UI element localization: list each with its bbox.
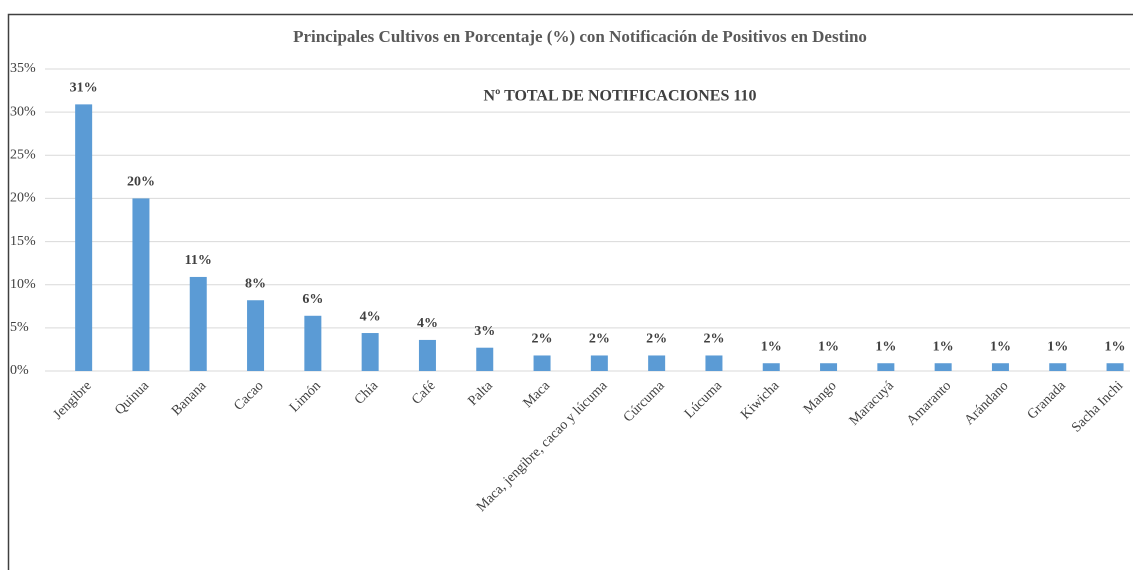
bar [648,355,666,371]
x-tick-label: Quinua [112,378,152,418]
bar [877,363,895,371]
x-tick-label: Mango [801,378,840,417]
bar [75,104,93,372]
x-tick-label: Sacha Inchi [1069,378,1126,435]
bar [820,363,838,371]
value-label: 11% [185,253,212,268]
value-label: 1% [761,339,782,354]
value-label: 1% [1105,339,1126,354]
y-tick-label: 25% [10,148,36,163]
bar [762,363,780,371]
value-label: 1% [1047,339,1068,354]
x-tick-label: Kiwicha [738,378,783,423]
bar [418,339,436,371]
annotation: Nº TOTAL DE NOTIFICACIONES 110 [484,88,757,105]
value-label: 2% [589,332,610,347]
bar [189,276,207,371]
bar [533,355,551,371]
x-tick-label: Arándano [962,378,1012,428]
y-tick-label: 20% [10,191,36,206]
bar [132,198,150,371]
value-label: 2% [532,332,553,347]
value-label: 1% [990,339,1011,354]
value-label: 1% [875,339,896,354]
y-tick-label: 10% [10,277,36,292]
y-tick-label: 0% [10,363,29,378]
y-tick-label: 15% [10,234,36,249]
y-tick-label: 30% [10,104,36,119]
bar [476,347,494,371]
value-label: 8% [245,276,266,291]
x-tick-label: Café [409,378,438,407]
chart-title: Principales Cultivos en Porcentaje (%) c… [293,27,867,46]
bar [705,355,723,371]
x-tick-label: Palta [465,378,496,409]
x-tick-label: Amaranto [904,378,954,428]
bar [991,363,1009,371]
bar [590,355,608,371]
x-tick-label: Cúrcuma [621,378,668,425]
value-label: 3% [474,324,495,339]
x-tick-label: Lúcuma [682,378,726,422]
x-tick-label: Maracuyá [847,378,898,429]
x-tick-label: Cacao [231,378,266,413]
bar [361,333,379,371]
value-label: 20% [127,175,155,190]
value-label: 4% [360,309,381,324]
value-label: 1% [933,339,954,354]
bar [1106,363,1124,371]
bar [247,300,265,371]
value-label: 2% [703,332,724,347]
value-label: 31% [70,81,98,96]
x-tick-label: Limón [287,378,324,415]
x-tick-label: Banana [169,378,210,419]
x-tick-label: Maca [521,378,554,411]
chart-frame [7,13,1133,570]
value-label: 1% [818,339,839,354]
bar [1049,363,1067,371]
x-tick-label: Chía [352,378,382,408]
x-tick-label: Granada [1025,378,1070,423]
y-tick-label: 5% [10,320,29,335]
y-tick-label: 35% [10,61,36,76]
bar [304,315,322,371]
value-label: 6% [302,292,323,307]
value-label: 4% [417,316,438,331]
value-label: 2% [646,332,667,347]
bar [934,363,952,371]
x-tick-label: Jengibre [51,378,95,422]
